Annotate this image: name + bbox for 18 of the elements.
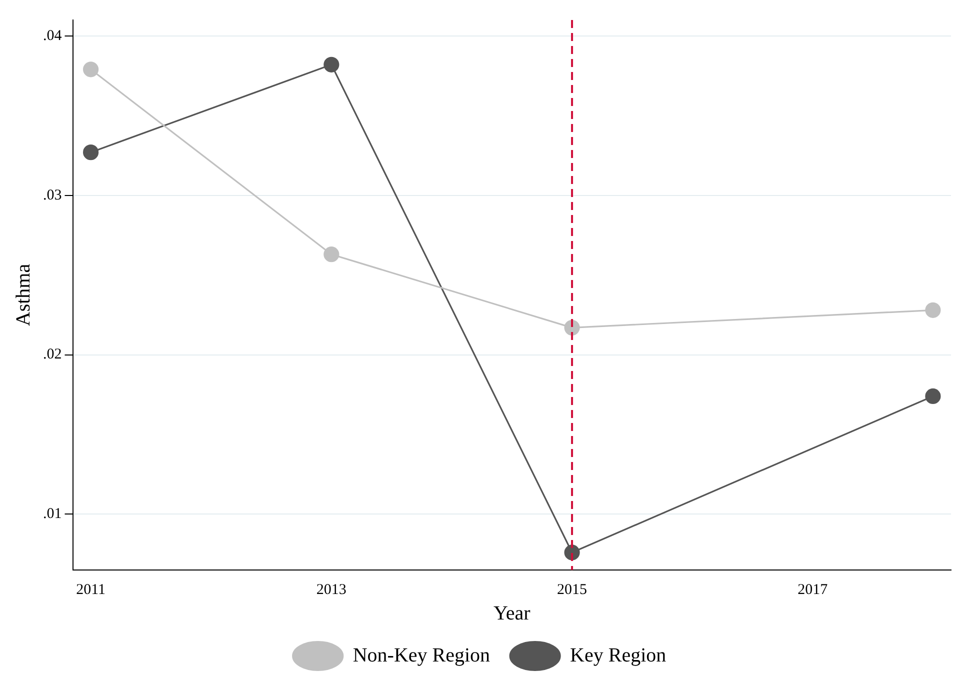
point xyxy=(324,246,340,262)
x-tick-label: 2013 xyxy=(316,582,346,598)
legend-label: Non-Key Region xyxy=(352,644,490,666)
x-tick-label: 2015 xyxy=(557,582,588,598)
legend-label: Key Region xyxy=(570,644,666,666)
point xyxy=(925,302,941,318)
x-axis-title: Year xyxy=(493,602,531,624)
y-tick-label: .01 xyxy=(43,506,62,522)
point xyxy=(82,144,99,160)
y-axis-title: Asthma xyxy=(12,264,34,326)
point xyxy=(925,388,941,404)
y-tick-label: .03 xyxy=(43,187,62,204)
point xyxy=(324,56,340,72)
x-tick-label: 2011 xyxy=(76,582,106,598)
y-tick-label: .02 xyxy=(43,346,62,363)
point xyxy=(82,62,99,78)
x-tick-label: 2017 xyxy=(798,582,828,598)
y-tick-label: .04 xyxy=(43,28,62,44)
